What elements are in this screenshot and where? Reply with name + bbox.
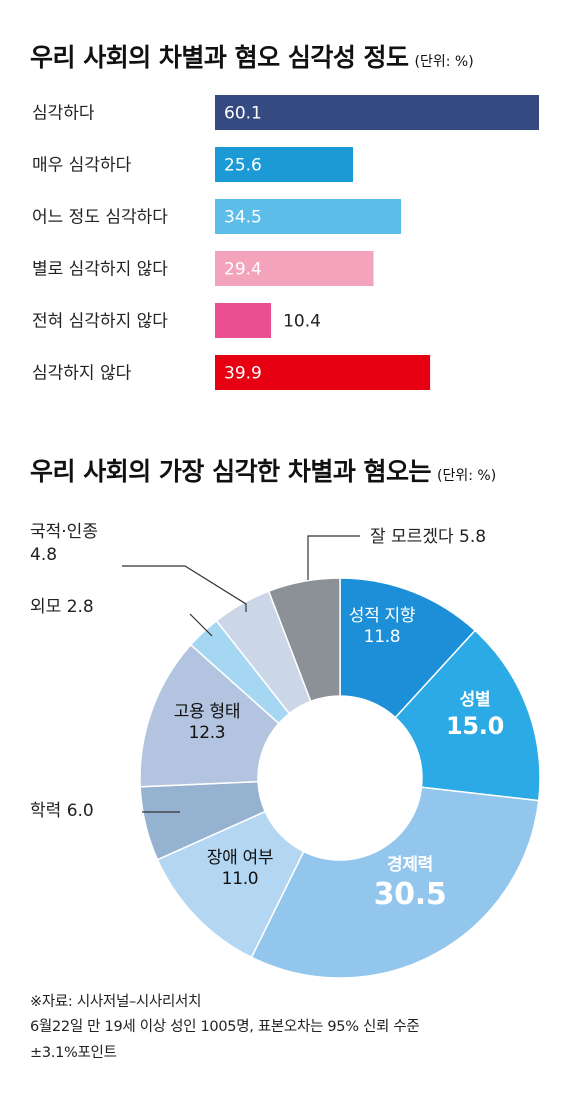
bar-value-label: 29.4: [224, 260, 262, 280]
slice-label-gender: 성별 15.0: [445, 690, 504, 741]
slice-label-employment-type: 고용 형태 12.3: [173, 702, 241, 744]
bar: [215, 355, 431, 390]
bar-value-label: 60.1: [224, 104, 262, 124]
bar-category-label: 심각하지 않다: [32, 364, 132, 384]
slice-label-dont-know: 잘 모르겠다 5.8: [370, 527, 487, 547]
donut-slice: [267, 577, 341, 703]
slice-label-economic-power: 경제력 30.5: [373, 855, 447, 913]
leader-line-nationality: [122, 565, 247, 612]
bar-category-label: 매우 심각하다: [32, 156, 132, 176]
donut-chart: [122, 535, 541, 979]
slice-label-education: 학력 6.0: [30, 801, 94, 821]
leader-line-appearance: [189, 613, 213, 637]
margin-line: ±3.1%포인트: [30, 1044, 117, 1061]
bar-value-label: 34.5: [224, 208, 262, 228]
bar: [215, 303, 272, 338]
slice-label-disability: 장애 여부 11.0: [206, 848, 274, 890]
bar-value-label: 10.4: [283, 312, 321, 332]
bar: [215, 95, 539, 130]
bar-category-label: 심각하다: [32, 104, 95, 124]
source-line: ※자료: 시사저널–시사리서치: [30, 994, 202, 1010]
bar-chart: 심각하다 60.1 매우 심각하다 25.6 어느 정도 심각하다 34.5 별로 심각하지…: [32, 95, 539, 390]
donut-slice: [250, 786, 540, 979]
slice-label-nationality: 국적·인종 4.8: [30, 522, 98, 565]
bar-value-label: 39.9: [224, 364, 262, 384]
slice-label-sexual-orientation: 성적 지향 11.8: [348, 606, 416, 648]
leader-line-dont-know: [307, 535, 360, 580]
pie-chart-title: 우리 사회의 가장 심각한 차별과 혐오는 (단위: %): [30, 457, 497, 486]
source-note: ※자료: 시사저널–시사리서치 6월22일 만 19세 이상 성인 1005명,…: [30, 990, 420, 1066]
bar-value-label: 25.6: [224, 156, 262, 176]
bar-chart-title: 우리 사회의 차별과 혐오 심각성 정도 (단위: %): [30, 43, 474, 72]
bar-category-label: 별로 심각하지 않다: [32, 260, 168, 280]
sample-line: 6월22일 만 19세 이상 성인 1005명, 표본오차는 95% 신뢰 수준: [30, 1019, 420, 1036]
bar: [215, 199, 401, 234]
bar-category-label: 어느 정도 심각하다: [32, 208, 168, 228]
slice-label-appearance: 외모 2.8: [30, 597, 94, 617]
donut-slice: [394, 629, 541, 802]
bar: [215, 251, 374, 286]
bar-category-label: 전혀 심각하지 않다: [32, 312, 168, 332]
bar: [215, 147, 354, 182]
donut-slice: [139, 643, 280, 788]
